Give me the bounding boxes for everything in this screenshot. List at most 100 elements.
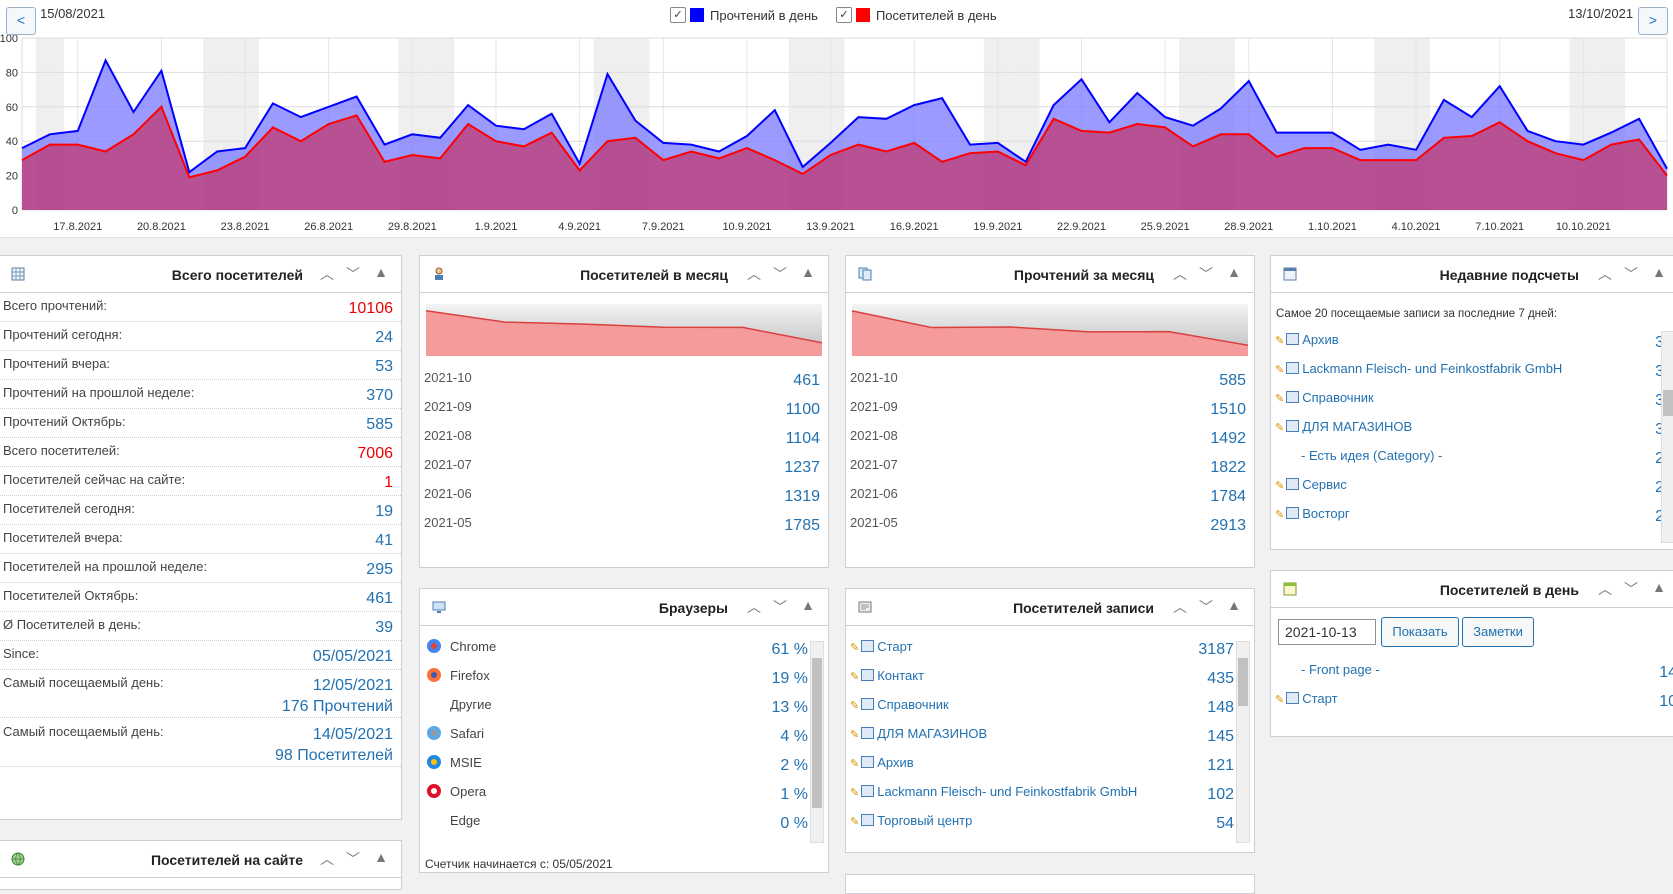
record-link[interactable]: ДЛЯ МАГАЗИНОВ	[877, 726, 988, 741]
next-panel-edge	[845, 874, 1255, 894]
recent-scrollbar[interactable]	[1661, 331, 1673, 543]
browser-row: Firefox 19 %	[420, 662, 810, 691]
reads-checkbox[interactable]: ✓	[670, 7, 686, 23]
edit-pencil-icon[interactable]: ✎	[850, 671, 860, 683]
edit-pencil-icon[interactable]: ✎	[850, 642, 860, 654]
count-link[interactable]: Архив	[1302, 332, 1339, 347]
collapse-icon[interactable]: ▲	[1652, 264, 1666, 280]
stat-row: Ø Посетителей в день: 39	[0, 611, 401, 641]
move-down-icon[interactable]: ﹀	[346, 851, 360, 867]
record-link[interactable]: Торговый центр	[877, 813, 973, 828]
month-label: 2021-10	[424, 370, 472, 385]
edit-pencil-icon[interactable]: ✎	[1275, 422, 1285, 434]
count-link[interactable]: - Есть идея (Category) -	[1301, 448, 1443, 463]
collapse-icon[interactable]: ▲	[1227, 597, 1241, 613]
collapse-icon[interactable]: ▲	[374, 264, 388, 280]
collapse-icon[interactable]: ▲	[801, 597, 815, 613]
stat-row: Прочтений вчера: 53	[0, 350, 401, 380]
edit-pencil-icon[interactable]: ✎	[850, 758, 860, 770]
visitors-checkbox[interactable]: ✓	[835, 7, 852, 23]
edit-pencil-icon[interactable]: ✎	[1275, 364, 1285, 376]
stat-label: Самый посещаемый день:	[3, 675, 164, 690]
next-period-button[interactable]: >	[1638, 7, 1668, 35]
count-link[interactable]: Сервис	[1302, 477, 1347, 492]
show-button[interactable]: Показать	[1381, 617, 1459, 647]
visited-records-panel: Посетителей записи ︿ ﹀ ▲ ✎ Старт 3187 ✎ Конт…	[845, 588, 1255, 853]
x-tick-label: 4.10.2021	[1392, 221, 1441, 233]
collapse-icon[interactable]: ▲	[801, 264, 815, 280]
record-count: 3187	[1198, 641, 1234, 658]
page-icon	[861, 698, 875, 710]
month-label: 2021-08	[424, 428, 472, 443]
record-link[interactable]: Старт	[877, 639, 913, 654]
panel-header: Посетителей в день ︿ ﹀ ▲	[1271, 571, 1673, 608]
stat-row: Всего прочтений: 10106	[0, 292, 401, 322]
count-link[interactable]: Справочник	[1302, 390, 1374, 405]
month-label: 2021-06	[424, 486, 472, 501]
record-link-wrap: ✎ Справочник	[850, 697, 949, 712]
move-down-icon[interactable]: ﹀	[773, 266, 787, 282]
notes-button[interactable]: Заметки	[1462, 617, 1534, 647]
move-up-icon[interactable]: ︿	[1173, 266, 1187, 282]
x-tick-label: 4.9.2021	[558, 221, 601, 233]
month-label: 2021-05	[424, 515, 472, 530]
edit-pencil-icon[interactable]: ✎	[850, 816, 860, 828]
edit-pencil-icon[interactable]: ✎	[1275, 335, 1285, 347]
count-link-wrap: ✎ Старт	[1275, 691, 1338, 706]
chart-legend: ✓ Прочтений в день ✓ Посетителей в день	[670, 7, 1015, 23]
count-link[interactable]: Восторг	[1302, 506, 1350, 521]
record-link[interactable]: Lackmann Fleisch- und Feinkostfabrik Gmb…	[877, 784, 1138, 799]
edit-pencil-icon[interactable]: ✎	[850, 700, 860, 712]
move-down-icon[interactable]: ﹀	[1624, 581, 1638, 597]
record-row: ✎ Старт 3187	[846, 633, 1236, 662]
edit-pencil-icon[interactable]: ✎	[1275, 509, 1285, 521]
sparkline-area	[426, 310, 822, 356]
collapse-icon[interactable]: ▲	[374, 849, 388, 865]
count-link[interactable]: Старт	[1302, 691, 1338, 706]
stat-value: 05/05/2021	[312, 648, 393, 665]
stat-value: 461	[366, 590, 393, 607]
count-link[interactable]: - Front page -	[1301, 662, 1380, 677]
move-down-icon[interactable]: ﹀	[1199, 266, 1213, 282]
record-link-wrap: ✎ Старт	[850, 639, 913, 654]
edit-pencil-icon[interactable]: ✎	[850, 729, 860, 741]
collapse-icon[interactable]: ▲	[1652, 579, 1666, 595]
record-link[interactable]: Справочник	[877, 697, 949, 712]
edit-pencil-icon[interactable]: ✎	[1275, 694, 1285, 706]
edit-pencil-icon[interactable]: ✎	[1275, 393, 1285, 405]
collapse-icon[interactable]: ▲	[1227, 264, 1241, 280]
record-link[interactable]: Контакт	[877, 668, 925, 683]
move-up-icon[interactable]: ︿	[747, 266, 761, 282]
safari-icon	[427, 726, 441, 740]
visitors-per-day-panel: Посетителей в день ︿ ﹀ ▲ 2021-10-13 Пока…	[1270, 570, 1673, 737]
month-row: 2021-07 1237	[424, 451, 820, 480]
move-down-icon[interactable]: ﹀	[346, 266, 360, 282]
count-link[interactable]: ДЛЯ МАГАЗИНОВ	[1302, 419, 1413, 434]
calendar-icon	[1283, 267, 1297, 281]
move-up-icon[interactable]: ︿	[1598, 581, 1612, 597]
stat-label: Всего посетителей:	[3, 443, 120, 458]
move-down-icon[interactable]: ﹀	[773, 599, 787, 615]
browsers-scrollbar[interactable]	[810, 641, 824, 843]
move-down-icon[interactable]: ﹀	[1624, 266, 1638, 282]
y-tick-label: 60	[6, 102, 18, 114]
browser-name: MSIE	[450, 755, 482, 770]
x-tick-label: 19.9.2021	[973, 221, 1022, 233]
date-input[interactable]: 2021-10-13	[1278, 619, 1376, 645]
edit-pencil-icon[interactable]: ✎	[1275, 480, 1285, 492]
browser-row: Safari 4 %	[420, 720, 810, 749]
move-up-icon[interactable]: ︿	[1173, 599, 1187, 615]
move-down-icon[interactable]: ﹀	[1199, 599, 1213, 615]
move-up-icon[interactable]: ︿	[747, 599, 761, 615]
chrome-icon	[427, 639, 441, 653]
stat-value: 53	[375, 358, 393, 375]
count-link[interactable]: Lackmann Fleisch- und Feinkostfabrik Gmb…	[1302, 361, 1563, 376]
move-up-icon[interactable]: ︿	[1598, 266, 1612, 282]
move-up-icon[interactable]: ︿	[320, 851, 334, 867]
prev-period-button[interactable]: <	[6, 7, 36, 35]
edit-pencil-icon[interactable]: ✎	[850, 787, 860, 799]
y-tick-label: 80	[6, 67, 18, 79]
records-scrollbar[interactable]	[1236, 641, 1250, 843]
record-link[interactable]: Архив	[877, 755, 914, 770]
move-up-icon[interactable]: ︿	[320, 266, 334, 282]
